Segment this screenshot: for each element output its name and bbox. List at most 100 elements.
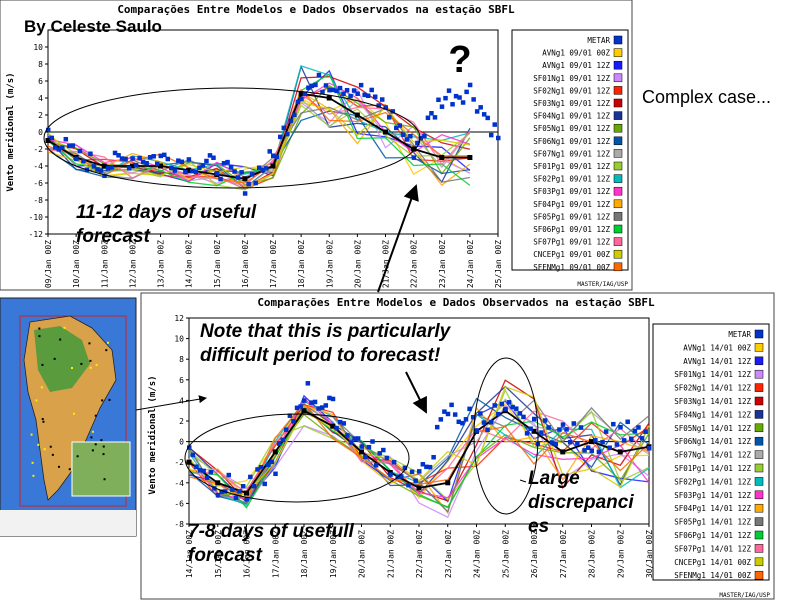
y-tick-label: 10 xyxy=(174,335,184,344)
legend-swatch xyxy=(754,530,764,540)
metar-observation-point xyxy=(485,115,490,121)
metar-observation-point xyxy=(212,486,217,491)
metar-observation-point xyxy=(352,436,357,441)
metar-observation-point xyxy=(287,413,293,418)
metar-observation-point xyxy=(292,112,297,118)
map-station-marker xyxy=(106,341,109,344)
x-tick-label: 16/Jan 00Z xyxy=(243,530,252,578)
metar-observation-point xyxy=(528,426,533,431)
top-forecast-ellipse xyxy=(43,87,421,189)
metar-observation-point xyxy=(260,167,265,173)
metar-observation-point xyxy=(341,421,347,426)
metar-observation-point xyxy=(456,419,462,425)
x-tick-label: 26/Jan 00Z xyxy=(530,530,539,578)
metar-observation-point xyxy=(370,439,375,444)
ensemble-member-line xyxy=(188,401,650,501)
metar-observation-point xyxy=(237,489,242,494)
metar-observation-point xyxy=(309,400,314,405)
metar-observation-point xyxy=(457,95,462,100)
bottom-chart-ylabel: Vento meridional (m/s) xyxy=(147,375,158,494)
legend-entry-label: METAR xyxy=(587,36,610,45)
legend-entry-label: SF06Ng1 09/01 12Z xyxy=(533,137,610,146)
map-station-marker xyxy=(91,449,94,452)
legend-swatch xyxy=(754,436,764,446)
map-station-marker xyxy=(94,414,97,417)
legend-entry-label: SF06Ng1 14/01 12Z xyxy=(674,437,751,446)
map-station-marker xyxy=(35,399,38,402)
legend-swatch xyxy=(613,199,623,209)
legend-entry-label: SF05Ng1 14/01 12Z xyxy=(674,424,751,433)
metar-observation-point xyxy=(359,444,364,449)
map-station-marker xyxy=(32,474,35,477)
x-tick-label: 21/Jan 00Z xyxy=(382,240,391,288)
metar-observation-point xyxy=(532,416,537,422)
metar-observation-point xyxy=(330,87,336,93)
map-station-marker xyxy=(80,362,83,365)
metar-observation-point xyxy=(302,398,307,403)
metar-observation-point xyxy=(302,91,308,97)
legend-swatch xyxy=(754,423,764,433)
discrepancy-annotation-line1: Large xyxy=(528,468,580,489)
metar-observation-point xyxy=(183,169,188,175)
metar-observation-point xyxy=(348,440,354,445)
x-tick-label: 18/Jan 00Z xyxy=(300,530,309,578)
legend-entry-label: SF07Pg1 14/01 12Z xyxy=(674,544,751,553)
legend-swatch xyxy=(613,35,623,45)
legend-entry-label: AVNg1 14/01 00Z xyxy=(683,343,751,352)
legend-entry-label: SF02Ng1 09/01 12Z xyxy=(533,86,610,95)
metar-observation-point xyxy=(589,448,594,454)
metar-observation-point xyxy=(463,417,469,422)
legend-swatch xyxy=(613,111,623,120)
bottom-legend-items: METAR AVNg1 14/01 00Z AVNg1 14/01 12Z SF01N… xyxy=(674,329,764,580)
legend-entry-label: SF05Ng1 09/01 12Z xyxy=(533,124,610,133)
metar-observation-point xyxy=(162,152,167,158)
discrepancy-annotation-line2: discrepanci xyxy=(528,492,634,513)
metar-observation-point xyxy=(263,166,269,171)
difficult-annotation-line1: Note that this is particularly xyxy=(200,321,452,342)
metar-observation-point xyxy=(281,125,287,131)
metar-observation-point xyxy=(187,445,192,450)
map-station-marker xyxy=(100,439,103,442)
y-tick-label: -10 xyxy=(29,213,44,222)
ensemble-mean-point xyxy=(244,490,249,496)
metar-observation-point xyxy=(366,444,372,450)
metar-observation-point xyxy=(240,484,246,489)
metar-observation-point xyxy=(285,131,290,137)
metar-observation-point xyxy=(397,123,403,128)
legend-entry-label: AVNg1 09/01 00Z xyxy=(542,49,610,58)
metar-observation-point xyxy=(578,425,584,430)
metar-observation-point xyxy=(327,87,332,93)
legend-swatch xyxy=(754,517,764,526)
map-station-marker xyxy=(43,448,46,451)
metar-observation-point xyxy=(409,469,415,475)
legend-swatch xyxy=(754,544,764,553)
legend-swatch xyxy=(613,60,623,70)
legend-swatch xyxy=(754,356,764,366)
metar-observation-point xyxy=(418,135,424,141)
legend-entry-label: SF05Pg1 09/01 12Z xyxy=(533,212,610,221)
metar-observation-point xyxy=(256,165,262,170)
metar-observation-point xyxy=(271,153,276,158)
legend-swatch xyxy=(754,477,764,486)
metar-observation-point xyxy=(492,122,497,127)
x-tick-label: 28/Jan 00Z xyxy=(588,530,597,578)
ensemble-member-line xyxy=(188,379,650,503)
metar-observation-point xyxy=(439,104,445,109)
legend-swatch xyxy=(613,86,623,95)
metar-observation-point xyxy=(88,151,93,156)
metar-observation-point xyxy=(593,438,598,443)
map-station-marker xyxy=(40,386,43,389)
y-tick-label: 12 xyxy=(174,314,184,323)
metar-observation-point xyxy=(278,134,283,140)
metar-observation-point xyxy=(112,150,118,156)
metar-observation-point xyxy=(337,419,343,425)
map-station-marker xyxy=(108,398,111,401)
metar-observation-point xyxy=(474,109,480,114)
metar-observation-point xyxy=(309,83,315,89)
y-tick-label: 2 xyxy=(179,417,184,426)
metar-observation-point xyxy=(235,175,241,180)
legend-entry-label: SF03Pg1 14/01 12Z xyxy=(674,491,751,500)
metar-observation-point xyxy=(422,133,427,139)
y-tick-label: 2 xyxy=(38,111,43,120)
